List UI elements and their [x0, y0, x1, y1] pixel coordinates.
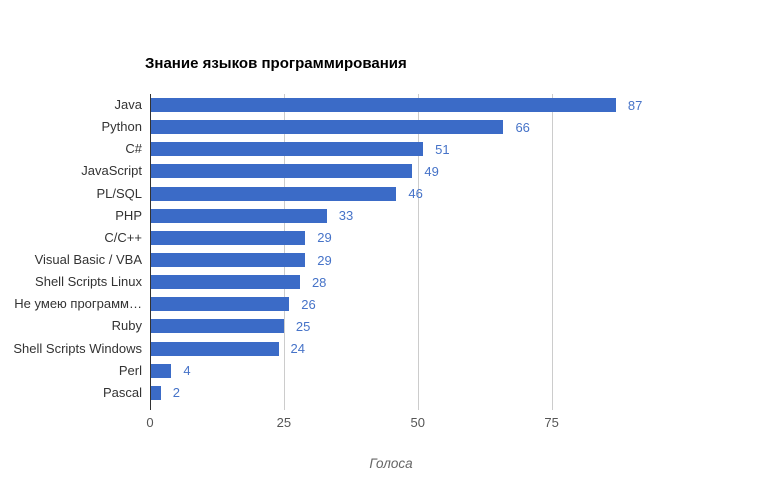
category-label: C/C++: [104, 229, 142, 245]
bar[interactable]: [151, 319, 284, 334]
x-tick-label: 50: [410, 415, 425, 430]
bar[interactable]: [151, 253, 306, 268]
bar-row: 87: [150, 94, 642, 116]
category-label: Visual Basic / VBA: [34, 252, 142, 267]
value-label: 49: [424, 163, 439, 179]
bar-row: 2: [150, 382, 632, 404]
bar[interactable]: [151, 363, 172, 378]
bar[interactable]: [151, 186, 397, 201]
bar[interactable]: [151, 297, 290, 312]
bar[interactable]: [151, 208, 327, 223]
x-tick-label: 0: [146, 415, 154, 430]
value-label: 51: [435, 141, 450, 157]
bar-row: 46: [150, 183, 632, 205]
bar-row: 25: [150, 315, 632, 337]
value-label: 33: [338, 208, 354, 224]
value-label: 46: [408, 186, 423, 202]
value-label: 2: [172, 385, 180, 401]
bar-row: 66: [150, 116, 632, 138]
bar-row: 28: [150, 271, 632, 293]
value-label: 66: [515, 119, 530, 135]
x-tick-label: 75: [544, 415, 559, 430]
bar[interactable]: [151, 385, 161, 400]
bar-row: 24: [150, 338, 632, 360]
x-tick-label: 25: [276, 415, 292, 430]
plot-area: 87 66 51 49 46 33 29 29 28 26 25 24 4 2: [150, 94, 642, 404]
axis-tick: [551, 404, 553, 410]
gridline: [417, 94, 419, 404]
category-label: C#: [125, 141, 142, 157]
y-axis-line: [150, 94, 151, 410]
bar[interactable]: [151, 341, 279, 356]
value-label: 24: [290, 341, 305, 357]
category-label: Java: [114, 97, 142, 112]
category-label: Pascal: [102, 384, 142, 400]
bar-row: 4: [150, 360, 632, 382]
bar[interactable]: [151, 230, 306, 245]
bar-row: 33: [150, 205, 632, 227]
category-label: Не умею программ…: [14, 296, 142, 312]
bar[interactable]: [151, 120, 504, 135]
value-label: 25: [295, 318, 311, 334]
category-label: Perl: [118, 362, 142, 378]
bar[interactable]: [151, 142, 424, 157]
category-label: Python: [101, 119, 142, 135]
category-label: PL/SQL: [96, 185, 142, 201]
bar-row: 29: [150, 227, 632, 249]
bar[interactable]: [151, 164, 413, 179]
category-label: Shell Scripts Linux: [35, 274, 142, 290]
chart-title: Знание языков программирования: [145, 55, 407, 72]
x-axis-title: Голоса: [369, 456, 413, 471]
value-label: 87: [627, 97, 643, 113]
gridline: [283, 94, 285, 404]
bar-row: 49: [150, 160, 632, 182]
bar-row: 26: [150, 293, 632, 315]
value-label: 26: [301, 296, 316, 312]
bar-row: 51: [150, 138, 632, 160]
value-label: 29: [317, 252, 332, 268]
bar[interactable]: [151, 98, 616, 113]
bar[interactable]: [151, 275, 300, 290]
axis-tick: [417, 404, 419, 410]
axis-tick: [283, 404, 285, 410]
value-label: 4: [183, 363, 191, 379]
category-label: PHP: [115, 207, 142, 223]
bar-row: 29: [150, 249, 632, 271]
value-label: 28: [311, 274, 327, 290]
gridline: [551, 94, 553, 404]
category-label: JavaScript: [81, 163, 142, 179]
category-label: Ruby: [111, 318, 142, 334]
value-label: 29: [317, 230, 332, 246]
category-label: Shell Scripts Windows: [13, 340, 142, 356]
